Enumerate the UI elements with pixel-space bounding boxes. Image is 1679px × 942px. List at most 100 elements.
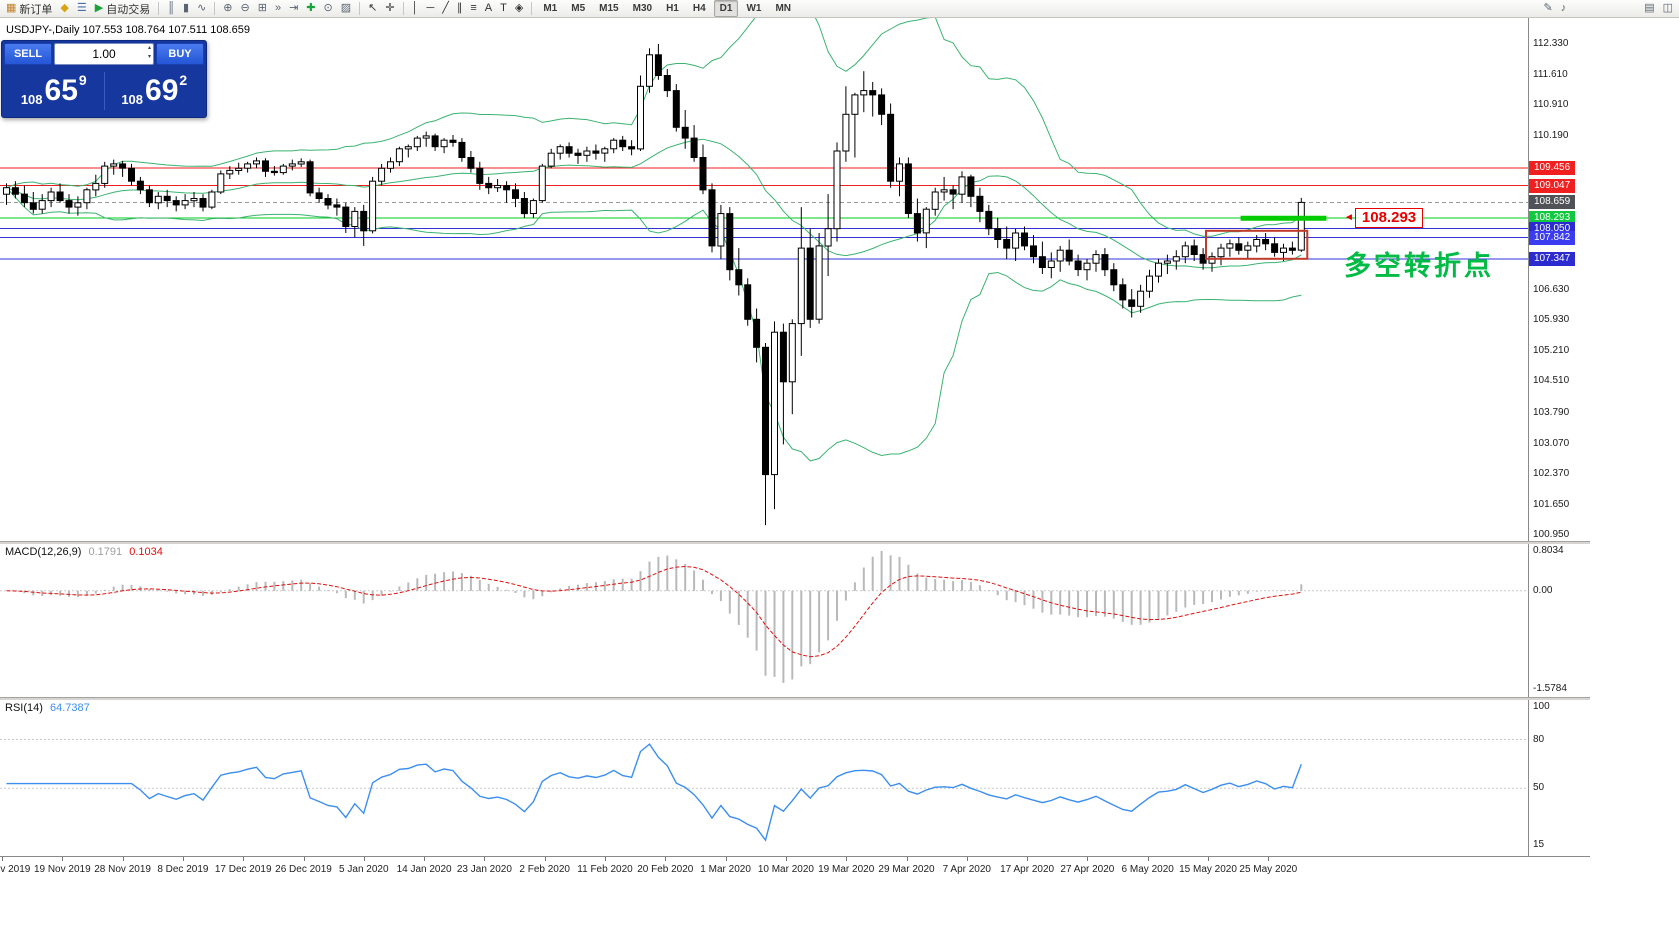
templates-button[interactable]: ▨ [337,0,355,18]
candles [3,44,1305,526]
trendline-button[interactable]: ╱ [438,0,453,18]
rsi-value: 64.7387 [49,702,90,714]
chart-profile-icon: ▤ [1644,2,1655,14]
timeframe-m1-button[interactable]: M1 [543,3,558,14]
scale-tick-label: -1.5784 [1533,683,1567,694]
add-indicator-button[interactable]: ✚ [302,0,319,18]
scale-tick-label: 0.8034 [1533,545,1564,556]
timeframe-m15-button[interactable]: M15 [599,3,619,14]
chinese-annotation-text[interactable]: 多空转折点 [1344,251,1494,281]
macd-panel[interactable]: MACD(12,26,9) 0.1791 0.1034 [0,543,1528,697]
volume-up-button[interactable]: ▴ [147,45,151,51]
macd-signal-line [6,565,1302,658]
favorites-button[interactable]: ◆ [56,0,72,18]
buy-button[interactable]: BUY [156,43,204,65]
market-watch-button[interactable]: ☰ [73,0,91,18]
timeframe-mn-button[interactable]: MN [775,3,792,14]
chart-drawing-objects[interactable] [1205,215,1327,260]
timeframe-m30-button[interactable]: M30 [632,3,653,14]
rsi-name: RSI(14) [5,702,43,714]
time-label: 7 Apr 2020 [942,864,991,875]
trade-prices-row: 108 65 9 108 69 2 [4,67,204,115]
scale-tick-label: 100.950 [1533,529,1570,540]
favorites-icon: ◆ [60,2,69,14]
scale-tick-label: 103.070 [1533,437,1570,449]
new-order-label: 新订单 [19,3,53,16]
rsi-panel[interactable]: RSI(14) 64.7387 [0,699,1528,856]
crosshair-button[interactable]: ✛ [381,0,398,18]
price-axis[interactable]: 112.330 111.610 110.910 110.190 106.630 105.9… [1528,18,1619,856]
macd-main-value: 0.1791 [88,546,123,558]
rsi-chart-canvas[interactable] [0,699,1528,856]
new-order-button[interactable]: ▦ 新订单 [2,0,56,18]
horizontal-level-lines[interactable] [0,167,1528,260]
shapes-icon: ◈ [514,2,524,14]
buy-price-display[interactable]: 108 69 2 [105,67,205,115]
line-chart-button[interactable]: ∿ [193,0,210,18]
timeframe-m5-button[interactable]: M5 [571,3,586,14]
vertical-line-button[interactable]: │ [408,0,423,18]
main-chart-panel[interactable]: USDJPY-,Daily 107.553 108.764 107.511 10… [0,18,1528,541]
timeframe-w1-button[interactable]: W1 [746,3,762,14]
chart-profile-button[interactable]: ▤ [1640,0,1658,18]
sell-price-display[interactable]: 108 65 9 [4,67,104,115]
period-button[interactable]: ⊙ [320,0,337,18]
auto-scroll-icon: » [274,2,282,14]
sell-button[interactable]: SELL [4,43,52,65]
scale-tick-label: 112.330 [1533,38,1569,49]
toolbar-separator [402,2,404,15]
bar-chart-button[interactable]: ║ [163,0,179,18]
time-label: 14 Jan 2020 [396,864,452,875]
auto-scroll-button[interactable]: » [271,0,285,18]
macd-name: MACD(12,26,9) [5,546,82,558]
volume-input[interactable]: 1.00 ▴ ▾ [54,43,154,65]
price-badge: 109.047 [1529,178,1576,193]
docking-icon: ◫ [1662,2,1673,14]
time-tick [122,857,124,861]
time-tick [725,857,727,861]
time-label: 10 Nov 2019 [0,864,31,875]
pencil-icon: ✎ [1543,2,1553,14]
tile-windows-button[interactable]: ⊞ [254,0,271,18]
pencil-button[interactable]: ✎ [1539,0,1556,18]
scale-tick-label: 105.930 [1533,314,1570,326]
timeframe-h4-button[interactable]: H4 [692,3,706,14]
timeframe-h1-button[interactable]: H1 [666,3,679,14]
one-click-trading-panel: SELL 1.00 ▴ ▾ BUY 108 65 9 1 [1,40,207,118]
candlestick-chart-button[interactable]: ▮ [179,0,193,18]
sound-button[interactable]: ♪ [1557,0,1571,18]
cursor-button[interactable]: ↖ [364,0,381,18]
candlestick-chart-canvas[interactable] [0,18,1528,541]
scale-tick-label: 80 [1533,733,1545,745]
timeframe-d1-button[interactable]: D1 [713,0,739,17]
time-label: 1 Mar 2020 [700,864,751,875]
time-label: 6 May 2020 [1121,864,1174,875]
chart-shift-button[interactable]: ⇥ [285,0,302,18]
docking-button[interactable]: ◫ [1659,0,1677,18]
time-label: 15 May 2020 [1179,864,1237,875]
price-callout-label[interactable]: ◄ 108.293 [1344,208,1424,228]
buy-price-point: 2 [179,72,188,88]
zoom-out-button[interactable]: ⊖ [237,0,254,18]
text-button[interactable]: A [481,0,496,18]
scale-tick-label: 110.910 [1533,99,1569,111]
text-label-button[interactable]: T [496,0,511,18]
horizontal-line-button[interactable]: ─ [422,0,438,18]
macd-chart-canvas[interactable] [0,543,1528,697]
channel-button[interactable]: ∥ [453,0,467,18]
time-tick [785,857,787,861]
shapes-button[interactable]: ◈ [511,0,527,18]
zoom-in-button[interactable]: ⊕ [219,0,236,18]
time-tick [665,857,667,861]
auto-trading-button[interactable]: ▶ 自动交易 [91,0,154,18]
zoom-in-icon: ⊕ [223,2,233,14]
time-tick [2,857,3,861]
time-tick [1268,857,1270,861]
main-toolbar: ▦ 新订单 ◆ ☰ ▶ 自动交易 ║ ▮ ∿ ⊕ ⊖ ⊞ » ⇥ ✚ ⊙ ▨ ↖ ✛ │ ─ ╱ ∥ ≡ A T ◈ M1 M5 M15 M… [0,0,1679,18]
panel-divider-rsi[interactable] [0,697,1590,700]
fibonacci-button[interactable]: ≡ [466,0,480,18]
panel-divider-macd[interactable] [0,541,1590,544]
volume-down-button[interactable]: ▾ [147,54,151,60]
